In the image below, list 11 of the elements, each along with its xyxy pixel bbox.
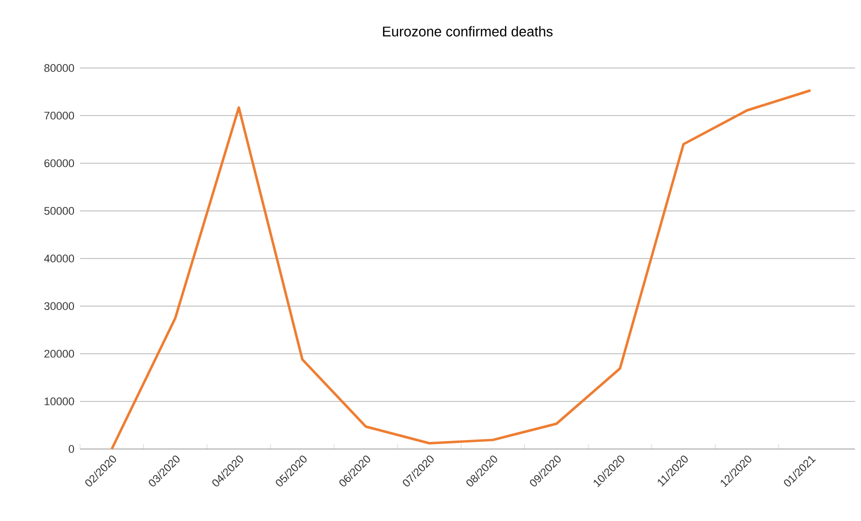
y-tick-label: 10000	[44, 397, 74, 406]
y-tick-label: 30000	[44, 302, 74, 310]
y-tick-label: 70000	[44, 112, 74, 120]
y-tick-label: 20000	[44, 350, 74, 358]
y-tick-label: 60000	[44, 159, 74, 168]
chart-title: Eurozone confirmed deaths	[383, 26, 553, 36]
y-tick-label: 50000	[44, 206, 74, 215]
line-series	[110, 89, 812, 450]
y-tick-label: 40000	[44, 254, 74, 262]
y-tick-label: 80000	[44, 64, 74, 72]
y-tick-label: 0	[68, 445, 74, 453]
